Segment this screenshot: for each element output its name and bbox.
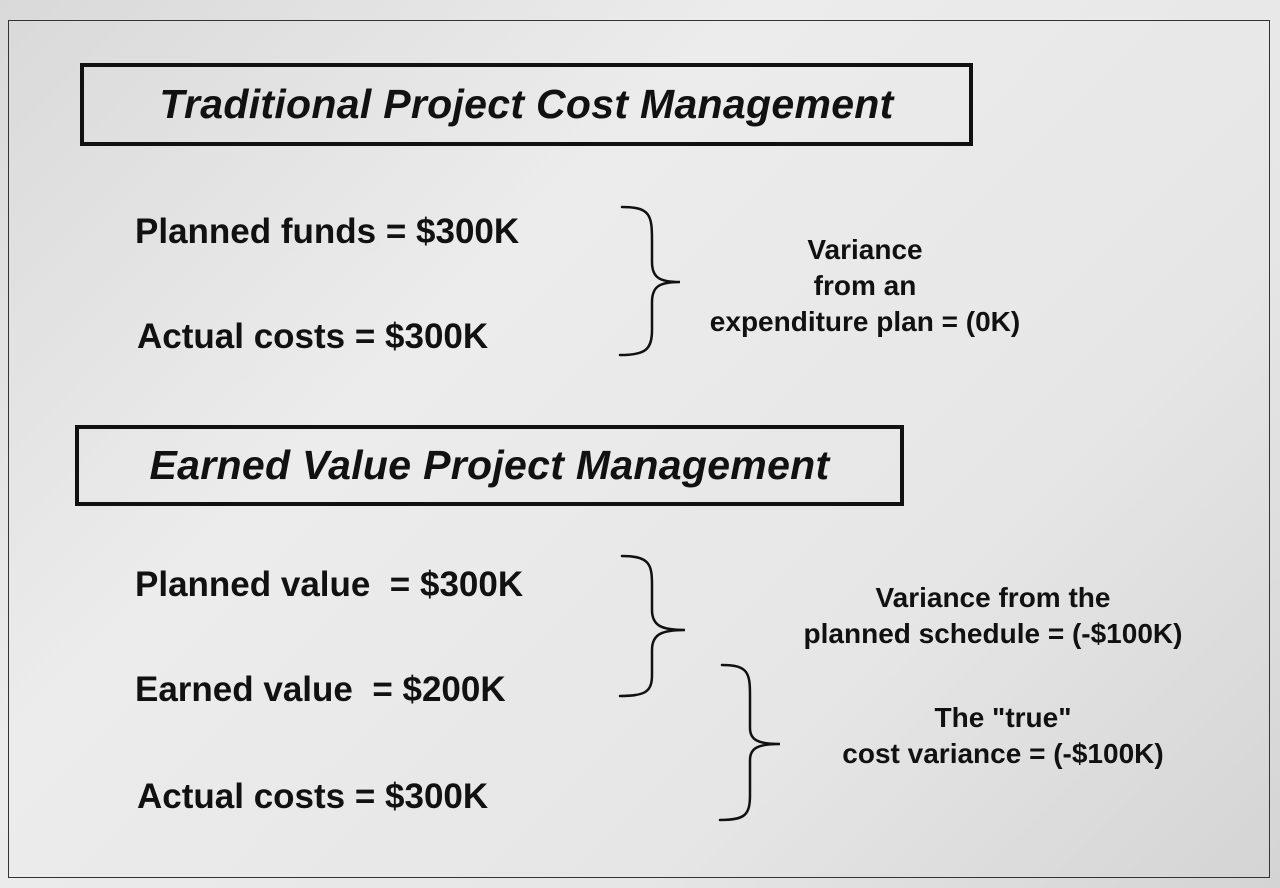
traditional-title-box: Traditional Project Cost Management — [80, 63, 973, 146]
page-frame — [8, 20, 1270, 878]
schedule-variance-note: Variance from the planned schedule = (-$… — [753, 580, 1233, 652]
note-line: Variance — [807, 234, 923, 265]
note-line: Variance from the — [875, 582, 1111, 613]
note-line: cost variance = (-$100K) — [842, 738, 1164, 769]
note-line: The "true" — [934, 702, 1072, 733]
traditional-title: Traditional Project Cost Management — [159, 81, 894, 127]
note-line: planned schedule = (-$100K) — [803, 618, 1183, 649]
note-line: from an — [813, 270, 917, 301]
cost-variance-note: The "true" cost variance = (-$100K) — [783, 700, 1223, 772]
planned-funds: Planned funds = $300K — [135, 212, 520, 251]
earned-value-title: Earned Value Project Management — [149, 442, 830, 488]
traditional-actual-costs: Actual costs = $300K — [137, 317, 489, 356]
earned-value-title-box: Earned Value Project Management — [75, 425, 904, 506]
brace-cost — [718, 663, 781, 822]
note-line: expenditure plan = (0K) — [709, 306, 1021, 337]
brace-schedule — [618, 554, 686, 698]
ev-actual-costs: Actual costs = $300K — [137, 777, 489, 816]
brace-traditional — [618, 205, 681, 357]
expenditure-variance-note: Variance from an expenditure plan = (0K) — [665, 232, 1065, 340]
earned-value: Earned value = $200K — [135, 670, 506, 709]
planned-value: Planned value = $300K — [135, 565, 524, 604]
